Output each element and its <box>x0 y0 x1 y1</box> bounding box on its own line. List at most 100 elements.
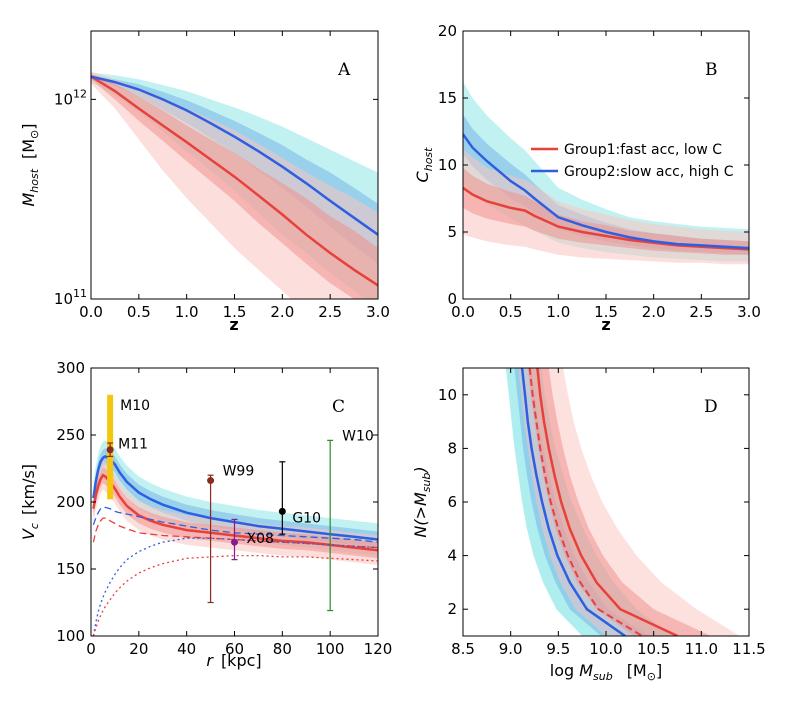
panel-b-ylabel: Chost <box>413 147 435 183</box>
panel-c-observations: M10 M11 W99 G10 X08 W10 <box>106 394 374 612</box>
obs-x08-marker <box>231 538 238 546</box>
panel-d-ytick-label: 8 <box>447 439 457 457</box>
panel-d-xlabel-unit-sub: ⊙ <box>647 670 656 683</box>
panel-c-xtick-label: 80 <box>273 640 292 658</box>
d-line-group1 <box>536 368 679 636</box>
obs-g10-label: G10 <box>292 510 321 526</box>
panel-b-ytick-label: 15 <box>438 89 457 107</box>
panel-a-ytick-base: 10 <box>54 290 73 308</box>
panel-c-xtick-label: 100 <box>316 640 345 658</box>
panel-c-ylabel-main: V <box>19 528 38 540</box>
panel-d-xtick-label: 10.5 <box>637 640 670 658</box>
panel-d-xtick-label: 8.5 <box>451 640 475 658</box>
obs-m11-label: M11 <box>118 437 148 453</box>
panel-d-letter: D <box>704 397 718 417</box>
panel-d-ylabel-sub: sub <box>420 473 433 493</box>
panel-b-xtick-label: 1.5 <box>594 303 618 321</box>
panel-d-ylabel: N(>Msub) <box>411 466 433 537</box>
panel-b-xtick-label: 2.0 <box>642 303 666 321</box>
panel-c-ylabel: Vc [km/s] <box>19 464 41 540</box>
panel-a-xtick-label: 1.0 <box>175 303 199 321</box>
c-curve-group1-disk <box>92 554 378 636</box>
panel-a-xlabel: z <box>229 315 238 334</box>
c-curve-group2-total <box>92 454 378 541</box>
c-curve-group2-disk <box>92 537 378 636</box>
panel-d-ytick-label: 4 <box>447 547 457 565</box>
panel-b-letter: B <box>705 60 718 80</box>
panel-c-plot-area <box>92 440 378 636</box>
panel-c-xtick-label: 20 <box>129 640 148 658</box>
a-median-group2 <box>91 75 378 236</box>
c-curve-group2-halo <box>92 506 378 543</box>
panel-a-ylabel: Mhost [M⊙] <box>19 123 41 206</box>
panel-a-ylabel-unit-sub: ⊙ <box>28 130 41 139</box>
obs-w99-marker <box>207 477 215 485</box>
panel-c-ticks: 0 20 40 60 80 100 120 100 150 200 250 300 <box>56 359 392 658</box>
panel-b-ylabel-sub: host <box>422 147 435 171</box>
panel-d-ylabel-close: ) <box>411 466 430 473</box>
panel-a-xtick-label: 2.0 <box>270 303 294 321</box>
panel-a-xtick-label: 0.5 <box>127 303 151 321</box>
panel-d-xlabel-sub: sub <box>593 670 613 683</box>
panel-c-ylabel-sub: c <box>28 523 41 529</box>
panel-d-ticks: 8.5 9.0 9.5 10.0 10.5 11.0 11.5 2 4 6 8 10 <box>438 368 766 658</box>
obs-g10-marker <box>278 507 286 515</box>
panel-d-xtick-label: 9.0 <box>499 640 523 658</box>
c-band-inner <box>93 467 378 559</box>
b-band-outer-group1 <box>463 148 749 265</box>
panel-a-xtick-label: 1.5 <box>223 303 247 321</box>
panel-a-xtick-label: 0.0 <box>79 303 103 321</box>
panel-b-ylabel-main: C <box>413 170 432 182</box>
panel-c-xtick-label: 40 <box>177 640 196 658</box>
panel-c-ytick-label: 100 <box>56 627 85 645</box>
b-median-group2 <box>463 133 749 250</box>
panel-b-xlabel: z <box>601 315 610 334</box>
panel-a-ylabel-unit-close: ] <box>19 123 38 129</box>
panel-d-xlabel-unit-close: ] <box>656 661 662 680</box>
panel-d-xtick-label: 11.0 <box>685 640 718 658</box>
panel-b-xtick-label: 2.5 <box>689 303 713 321</box>
d-band-inner-group1 <box>527 368 711 636</box>
panel-c-xtick-label: 0 <box>86 640 96 658</box>
panel-c-ylabel-unit: [km/s] <box>19 464 38 515</box>
obs-w10-label: W10 <box>342 428 374 444</box>
panel-b-ytick-label: 10 <box>438 156 457 174</box>
obs-m11-marker <box>106 446 114 454</box>
panel-d-xlabel-log: log <box>550 661 574 680</box>
panel-a-plot-area <box>91 71 378 299</box>
obs-m10-label: M10 <box>120 398 150 414</box>
panel-b-xtick-label: 0.0 <box>451 303 475 321</box>
b-median-group1 <box>463 186 749 251</box>
panel-a-ytick-exp: 11 <box>73 287 87 300</box>
panel-d-ytick-label: 2 <box>447 600 457 618</box>
obs-w99-label: W99 <box>223 464 255 480</box>
panel-a-ytick-base: 10 <box>54 90 73 108</box>
panel-d-xtick-label: 11.5 <box>732 640 765 658</box>
panel-a-ylabel-sub: host <box>28 168 41 192</box>
panel-a-ytick-label: 1011 <box>54 287 87 308</box>
panel-d-xlabel: log Msub [M⊙] <box>550 661 662 683</box>
panel-c: 0 20 40 60 80 100 120 100 150 200 250 300 M10 M11 W99… <box>19 359 392 670</box>
panel-d-plot-area <box>505 368 740 636</box>
panel-b-xtick-label: 1.0 <box>546 303 570 321</box>
panel-b-xtick-label: 3.0 <box>737 303 761 321</box>
panel-c-xtick-label: 120 <box>364 640 393 658</box>
panel-d-ytick-label: 6 <box>447 493 457 511</box>
legend-label-group1: Group1:fast acc, low C <box>564 142 722 158</box>
d-line-group1-dashed <box>528 368 643 636</box>
panel-c-xlabel: r [kpc] <box>206 651 261 670</box>
panel-d-ytick-label: 10 <box>438 386 457 404</box>
panel-c-ytick-label: 200 <box>56 493 85 511</box>
obs-x08-label: X08 <box>247 531 274 547</box>
panel-c-ytick-label: 300 <box>56 359 85 377</box>
panel-b-ticks: 0.0 0.5 1.0 1.5 2.0 2.5 3.0 0 5 10 15 20 <box>438 22 761 321</box>
panel-a-ytick-label: 1012 <box>54 87 87 108</box>
panel-b-legend: Group1:fast acc, low C Group2:slow acc, … <box>531 142 734 180</box>
a-median-group1 <box>91 75 378 287</box>
panel-b-xtick-label: 0.5 <box>499 303 523 321</box>
panel-d-xlabel-unit: [M <box>627 661 647 680</box>
